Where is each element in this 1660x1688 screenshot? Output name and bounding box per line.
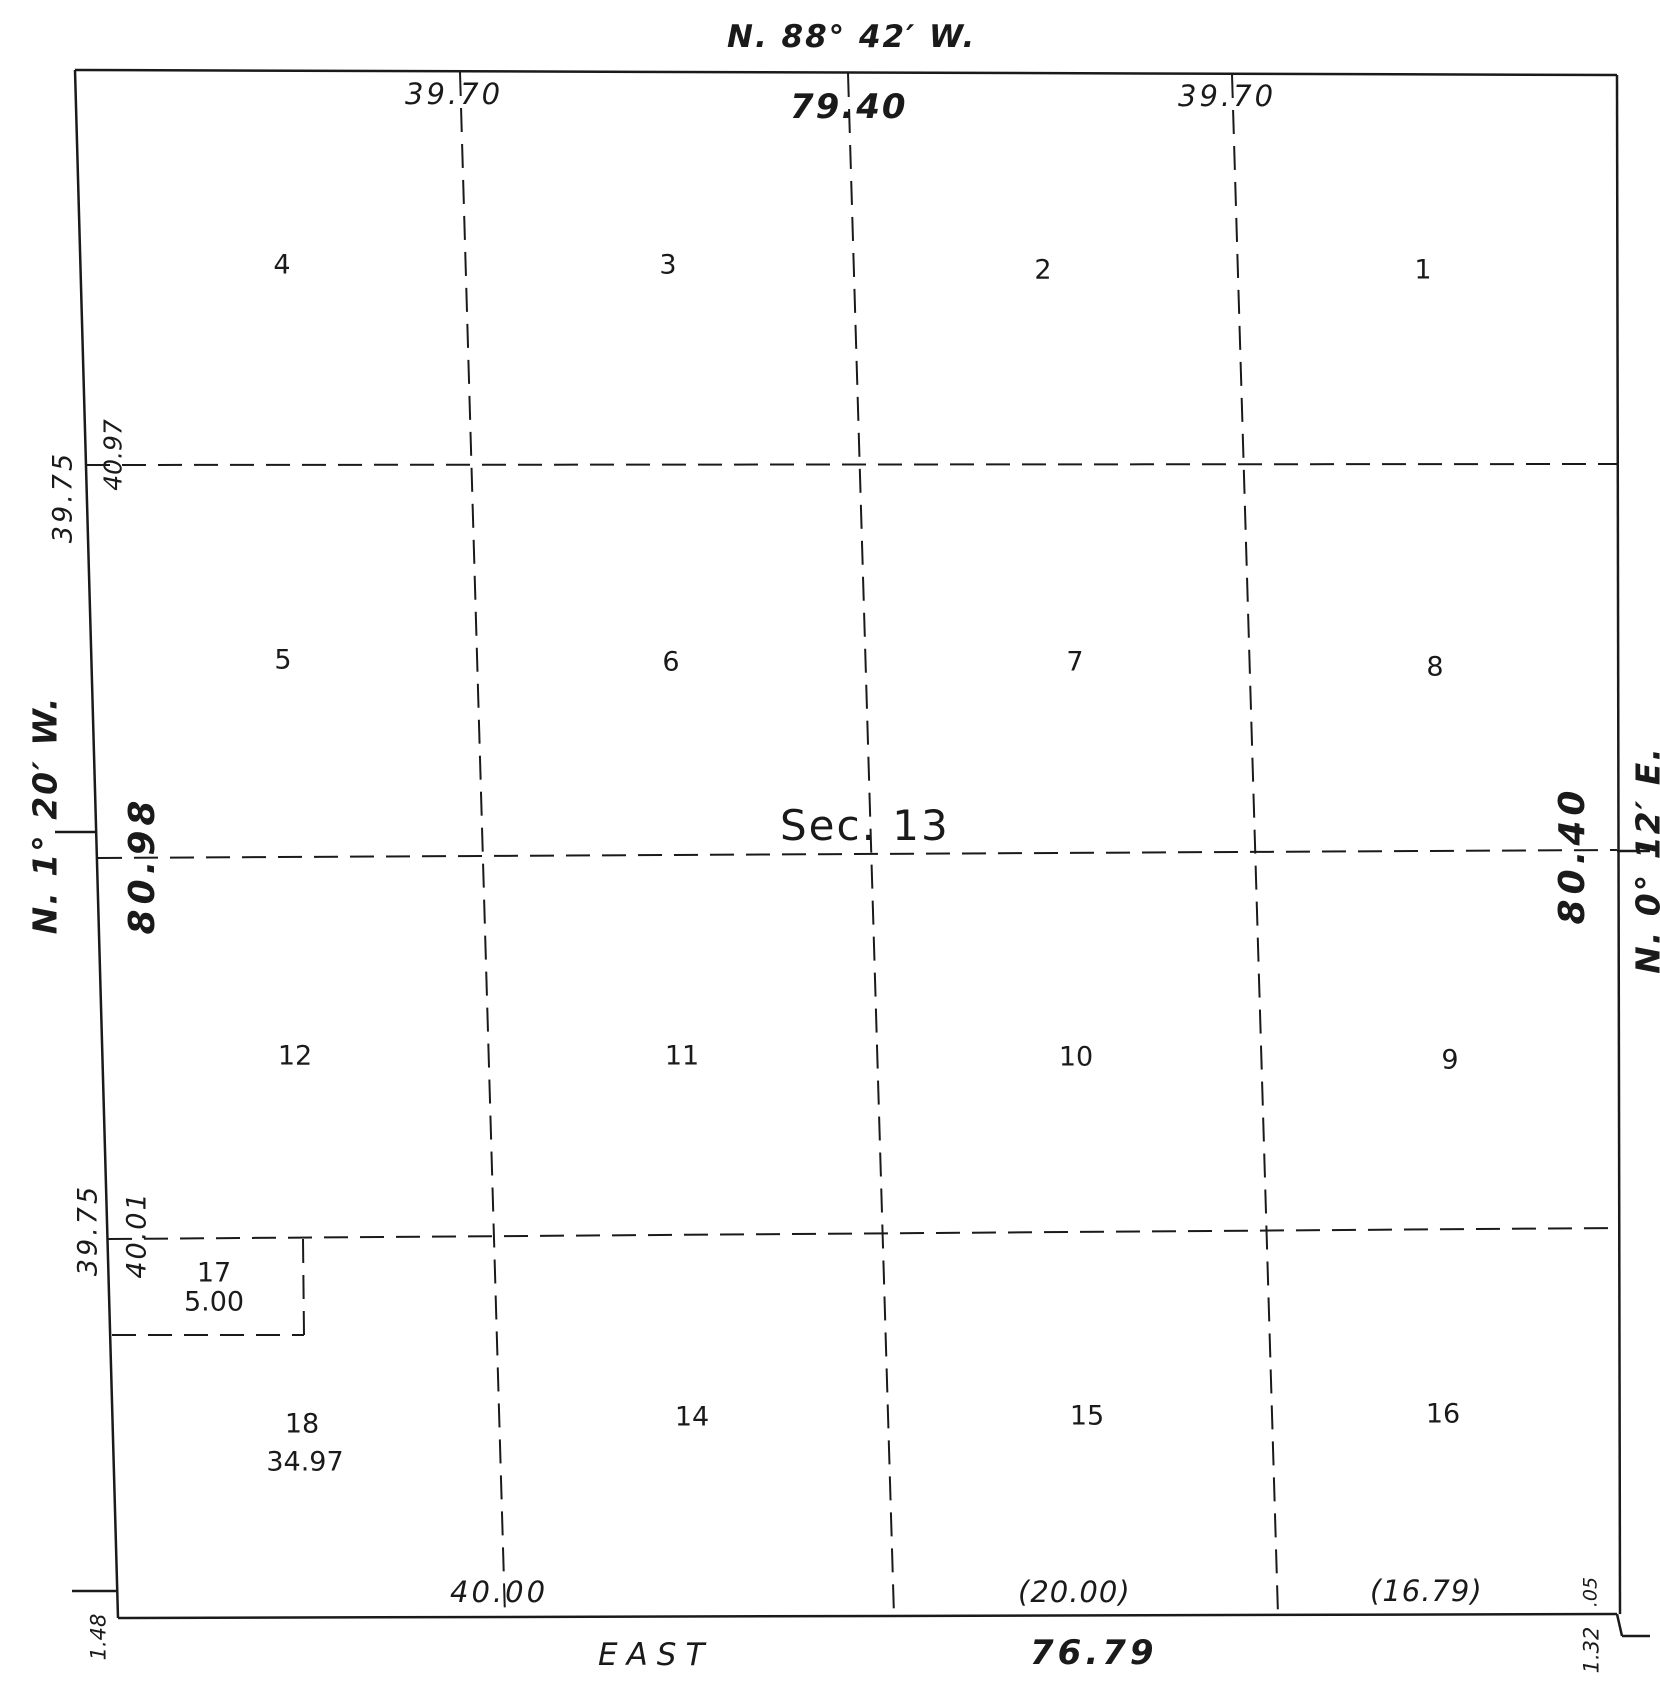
corner-ticks <box>55 830 1650 1638</box>
north-total-distance: 79.40 <box>790 87 908 127</box>
hline-2 <box>97 849 1618 859</box>
bearing-east: N. 0° 12′ E. <box>1628 746 1660 974</box>
south-col3-distance: (20.00) <box>1018 1575 1131 1609</box>
lot-4: 4 <box>273 249 291 281</box>
lot-1: 1 <box>1414 254 1432 286</box>
lot17-east-line <box>302 1238 305 1336</box>
hline-3 <box>107 1227 1618 1240</box>
bearing-south: EAST <box>598 1637 714 1673</box>
lot-2: 2 <box>1034 254 1052 286</box>
west-total-distance: 80.98 <box>122 795 163 935</box>
vline-1 <box>459 71 506 1617</box>
east-total-distance: 80.40 <box>1552 785 1593 925</box>
vline-3 <box>1231 73 1279 1616</box>
lot-9: 9 <box>1441 1044 1459 1076</box>
north-line <box>74 68 1618 77</box>
lot-7: 7 <box>1066 646 1084 678</box>
lot-17-area: 5.00 <box>183 1286 245 1318</box>
corner-se-small: .05 <box>1579 1576 1602 1608</box>
lot-3: 3 <box>659 249 677 281</box>
section-label: Sec. 13 <box>780 801 950 850</box>
lot-11: 11 <box>664 1040 700 1072</box>
corner-sw-offset: 1.48 <box>86 1613 111 1661</box>
lot-6: 6 <box>662 646 680 678</box>
vline-2 <box>847 72 895 1617</box>
subdivision-lines <box>85 71 1618 1617</box>
south-line <box>117 1612 1618 1620</box>
lot-15: 15 <box>1069 1400 1105 1432</box>
lot-5: 5 <box>274 644 292 676</box>
bearing-north: N. 88° 42′ W. <box>727 19 977 55</box>
lot-10: 10 <box>1058 1041 1094 1073</box>
lot-18: 18 <box>284 1408 320 1440</box>
south-total-distance: 76.79 <box>1030 1633 1158 1673</box>
corner-se-offset: 1.32 <box>1579 1626 1604 1674</box>
west-upper-inner-distance: 40.97 <box>98 419 128 491</box>
west-lower-inner-distance: 40.01 <box>121 1191 153 1279</box>
lot-16: 16 <box>1425 1398 1461 1430</box>
south-col1-distance: 40.00 <box>450 1575 549 1609</box>
lot-18-area: 34.97 <box>266 1446 344 1478</box>
hline-1 <box>85 463 1618 466</box>
east-line <box>1615 74 1622 1615</box>
west-line <box>73 69 120 1619</box>
lot-17: 17 <box>196 1257 232 1289</box>
north-right-distance: 39.70 <box>1178 79 1277 113</box>
north-left-distance: 39.70 <box>405 77 504 111</box>
lot-12: 12 <box>277 1040 313 1072</box>
lot-8: 8 <box>1426 651 1444 683</box>
section-boundary <box>73 68 1622 1620</box>
west-upper-outer-distance: 39.75 <box>47 450 79 544</box>
bearing-west: N. 1° 20′ W. <box>25 695 65 935</box>
lot-14: 14 <box>674 1401 710 1433</box>
west-lower-outer-distance: 39.75 <box>72 1183 104 1277</box>
south-col4-distance: (16.79) <box>1370 1574 1483 1608</box>
